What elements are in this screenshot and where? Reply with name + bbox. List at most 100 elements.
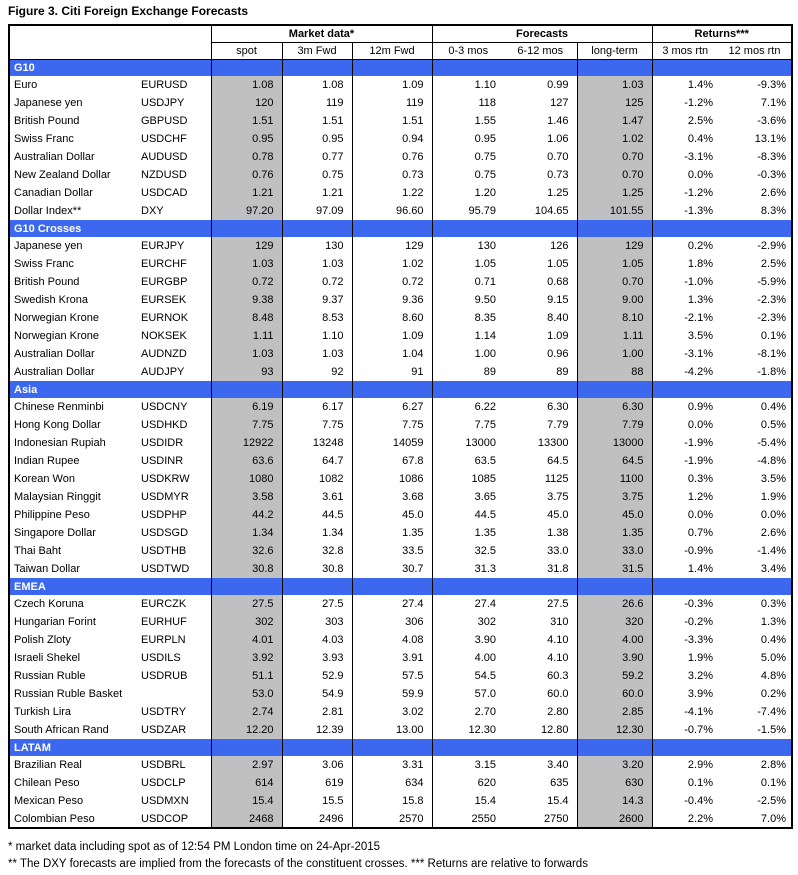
cell-12m-fwd: 1.35	[351, 524, 432, 542]
section-bar-cell	[576, 578, 652, 595]
cell-pair-code: GBPUSD	[141, 115, 188, 127]
section-bar-cell	[351, 59, 432, 76]
cell-currency-name: Israeli Shekel	[14, 652, 81, 664]
section-bar-cell	[651, 220, 718, 237]
cell-forecast-0-3-mos: 54.5	[431, 667, 504, 685]
cell-12m-fwd: 306	[351, 613, 432, 631]
cell-forecast-long-term: 1.35	[576, 524, 652, 542]
cell-pair-code: NOKSEK	[141, 330, 187, 342]
cell-12-mos-rtn: 0.4%	[760, 401, 786, 413]
section-bar-cell	[210, 220, 282, 237]
section-bar-cell	[281, 578, 352, 595]
section-bar-cell	[351, 381, 432, 398]
section-bar-cell	[210, 59, 282, 76]
cell-forecast-0-3-mos: 15.4	[431, 792, 504, 810]
column-header-12-mos-rtn: 12 mos rtn	[718, 42, 792, 60]
cell-spot: 1.34	[210, 524, 282, 542]
section-bar-cell	[351, 739, 432, 756]
cell-3m-fwd: 9.37	[281, 291, 352, 309]
cell-currency-name: Taiwan Dollar	[14, 563, 81, 575]
cell-12-mos-rtn: 8.3%	[760, 205, 786, 217]
table-row: Swedish Krona EURSEK 9.38 9.37 9.36 9.50 9.15 9…	[9, 291, 792, 309]
cell-forecast-long-term: 1.05	[576, 255, 652, 273]
cell-pair-code: EURCZK	[141, 598, 187, 610]
cell-3-mos-rtn: -1.2%	[651, 94, 718, 112]
cell-12m-fwd: 2570	[351, 810, 432, 828]
cell-forecast-0-3-mos: 0.95	[431, 130, 504, 148]
cell-12-mos-rtn: -7.4%	[757, 706, 786, 718]
section-bar-cell	[651, 381, 718, 398]
cell-3m-fwd: 52.9	[281, 667, 352, 685]
cell-currency-name: Australian Dollar	[14, 366, 95, 378]
cell-forecast-6-12-mos: 0.68	[547, 276, 569, 288]
cell-forecast-long-term: 101.55	[576, 202, 652, 220]
table-row: Czech Koruna EURCZK 27.5 27.5 27.4 27.4 27.5 26…	[9, 595, 792, 613]
cell-pair-code: USDKRW	[141, 473, 190, 485]
section-bar-cell	[504, 220, 577, 237]
cell-3m-fwd: 0.72	[281, 273, 352, 291]
cell-forecast-0-3-mos: 89	[431, 363, 504, 381]
table-row: Mexican Peso USDMXN 15.4 15.5 15.8 15.4 15.4 14…	[9, 792, 792, 810]
cell-pair-code: USDRUB	[141, 670, 188, 682]
cell-forecast-6-12-mos: 33.0	[547, 545, 569, 557]
section-bar-cell	[718, 739, 792, 756]
cell-forecast-6-12-mos: 0.96	[547, 348, 569, 360]
cell-forecast-long-term: 4.00	[576, 631, 652, 649]
cell-12m-fwd: 33.5	[351, 542, 432, 560]
cell-forecast-6-12-mos: 7.79	[547, 419, 569, 431]
cell-forecast-long-term: 9.00	[576, 291, 652, 309]
cell-pair-code: EURSEK	[141, 294, 187, 306]
section-bar-cell	[431, 381, 504, 398]
cell-currency-name: Thai Baht	[14, 545, 62, 557]
cell-pair-code: USDCOP	[141, 812, 189, 825]
cell-currency-name: Hungarian Forint	[14, 616, 96, 628]
cell-pair-code: USDCAD	[141, 187, 188, 199]
cell-3-mos-rtn: -0.2%	[651, 613, 718, 631]
cell-12m-fwd: 45.0	[351, 506, 432, 524]
cell-forecast-0-3-mos: 6.22	[431, 398, 504, 416]
cell-currency-name: Colombian Peso	[14, 812, 95, 825]
cell-forecast-6-12-mos: 2.80	[547, 706, 569, 718]
cell-spot: 93	[210, 363, 282, 381]
section-bar-cell	[651, 739, 718, 756]
cell-forecast-0-3-mos: 0.75	[431, 166, 504, 184]
cell-forecast-long-term: 0.70	[576, 148, 652, 166]
cell-3m-fwd: 54.9	[281, 685, 352, 703]
table-row: Russian Ruble Basket 53.0 54.9 59.9 57.0 60.0…	[9, 685, 792, 703]
cell-spot: 3.58	[210, 488, 282, 506]
section-header-row: G10 Crosses	[9, 220, 792, 237]
cell-forecast-long-term: 13000	[576, 434, 652, 452]
cell-pair-code: USDCHF	[141, 133, 187, 145]
table-row: Singapore Dollar USDSGD 1.34 1.34 1.35 1.35 1.…	[9, 524, 792, 542]
cell-spot: 0.72	[210, 273, 282, 291]
cell-forecast-6-12-mos: 635	[550, 777, 569, 789]
cell-3m-fwd: 1.10	[281, 327, 352, 345]
cell-forecast-6-12-mos: 310	[550, 616, 569, 628]
section-bar-cell	[576, 59, 652, 76]
cell-forecast-0-3-mos: 2550	[431, 810, 504, 828]
cell-forecast-0-3-mos: 1.10	[431, 76, 504, 94]
cell-3-mos-rtn: 3.5%	[651, 327, 718, 345]
cell-forecast-long-term: 3.20	[576, 756, 652, 774]
cell-3-mos-rtn: -1.0%	[651, 273, 718, 291]
cell-3-mos-rtn: -4.1%	[651, 703, 718, 721]
table-row: Colombian Peso USDCOP 2468 2496 2570 2550 2750…	[9, 810, 792, 828]
cell-currency-name: Indian Rupee	[14, 455, 80, 467]
group-header-returns: Returns***	[651, 25, 792, 43]
cell-forecast-6-12-mos: 1.25	[547, 187, 569, 199]
cell-3-mos-rtn: 0.0%	[651, 506, 718, 524]
column-header-12m-fwd: 12m Fwd	[351, 42, 432, 60]
cell-12m-fwd: 67.8	[351, 452, 432, 470]
cell-forecast-long-term: 14.3	[576, 792, 652, 810]
cell-spot: 0.95	[210, 130, 282, 148]
cell-12m-fwd: 6.27	[351, 398, 432, 416]
table-row: Dollar Index** DXY 97.20 97.09 96.60 95.79 104…	[9, 202, 792, 220]
cell-pair-code: USDCNY	[141, 401, 188, 413]
table-row: Chilean Peso USDCLP 614 619 634 620 635 630 0.1%…	[9, 774, 792, 792]
cell-12-mos-rtn: -1.8%	[757, 366, 786, 378]
cell-12-mos-rtn: -0.3%	[757, 169, 786, 181]
cell-forecast-long-term: 88	[576, 363, 652, 381]
cell-forecast-long-term: 3.75	[576, 488, 652, 506]
cell-pair-code: USDBRL	[141, 759, 186, 771]
table-row: Turkish Lira USDTRY 2.74 2.81 3.02 2.70 2.80 2.…	[9, 703, 792, 721]
